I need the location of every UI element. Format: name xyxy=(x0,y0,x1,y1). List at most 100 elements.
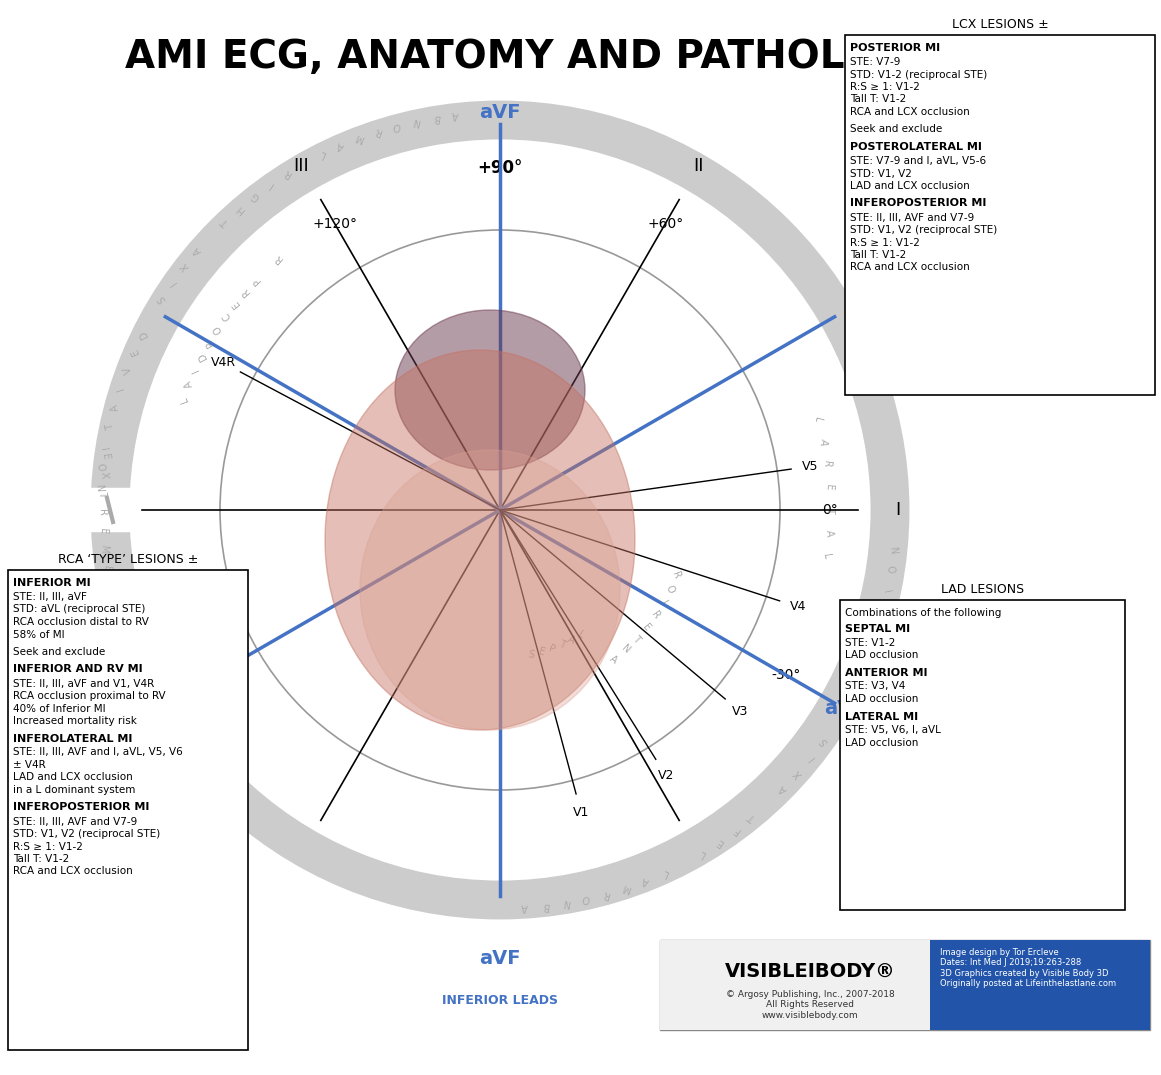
Text: A: A xyxy=(183,379,195,389)
Text: Tall T: V1-2: Tall T: V1-2 xyxy=(13,854,70,864)
Text: LAD occlusion: LAD occlusion xyxy=(845,739,918,748)
Text: V4: V4 xyxy=(791,601,807,614)
Text: R: R xyxy=(821,460,832,469)
Text: STE: V7-9: STE: V7-9 xyxy=(850,57,901,67)
Text: V: V xyxy=(122,366,134,375)
Text: V: V xyxy=(159,719,171,730)
Text: V: V xyxy=(859,663,871,674)
Text: M: M xyxy=(99,545,109,555)
Bar xyxy=(845,35,1155,395)
Text: Seek and exclude: Seek and exclude xyxy=(13,647,106,657)
Text: E: E xyxy=(98,528,108,534)
Text: +90°: +90° xyxy=(477,159,522,177)
Text: V5: V5 xyxy=(802,460,819,473)
Text: B: B xyxy=(541,900,549,911)
Text: LAD occlusion: LAD occlusion xyxy=(845,650,918,660)
Text: T: T xyxy=(193,763,203,775)
Text: S: S xyxy=(124,654,136,663)
Text: RCA ‘TYPE’ LESIONS ±: RCA ‘TYPE’ LESIONS ± xyxy=(58,553,199,567)
Text: O: O xyxy=(99,462,110,471)
Text: S: S xyxy=(527,649,535,661)
Text: T: T xyxy=(880,605,890,614)
Text: III: III xyxy=(294,157,309,174)
Text: II: II xyxy=(693,157,704,174)
Text: R: R xyxy=(204,338,216,348)
Text: O: O xyxy=(392,119,402,131)
Text: STE: II, III, aVF: STE: II, III, aVF xyxy=(13,592,87,602)
Text: ANTERIOR MI: ANTERIOR MI xyxy=(845,668,928,677)
Text: X: X xyxy=(792,768,805,779)
Text: N: N xyxy=(619,643,632,656)
Ellipse shape xyxy=(395,310,585,470)
Text: T: T xyxy=(557,640,567,650)
Text: A: A xyxy=(180,749,192,760)
Text: STE: II, III, AVF and V7-9: STE: II, III, AVF and V7-9 xyxy=(13,817,137,827)
Text: R:S ≥ 1: V1-2: R:S ≥ 1: V1-2 xyxy=(13,842,82,851)
Text: N: N xyxy=(411,115,420,127)
Text: 58% of MI: 58% of MI xyxy=(13,630,65,640)
Text: D: D xyxy=(139,686,152,698)
Text: V1: V1 xyxy=(574,806,590,819)
Text: LATERAL
LEAD: LATERAL LEAD xyxy=(904,696,962,742)
Text: +120°: +120° xyxy=(312,217,358,231)
Text: LAD and LCX occlusion: LAD and LCX occlusion xyxy=(13,773,132,783)
Text: POSTEROLATERAL MI: POSTEROLATERAL MI xyxy=(850,142,982,152)
Text: L: L xyxy=(812,415,823,424)
Text: P: P xyxy=(251,274,262,286)
Text: L: L xyxy=(576,629,585,641)
Text: RCA and LCX occlusion: RCA and LCX occlusion xyxy=(850,262,969,272)
Text: T: T xyxy=(825,507,835,513)
Text: R: R xyxy=(373,126,383,137)
Text: R:S ≥ 1: V1-2: R:S ≥ 1: V1-2 xyxy=(850,238,920,247)
Text: aVF: aVF xyxy=(479,103,521,121)
Text: O: O xyxy=(888,564,899,573)
Text: I: I xyxy=(190,367,201,374)
Text: aVR: aVR xyxy=(134,700,178,718)
Text: RCA and LCX occlusion: RCA and LCX occlusion xyxy=(850,108,969,117)
Text: STE: II, III, aVF and V1, V4R: STE: II, III, aVF and V1, V4R xyxy=(13,678,154,688)
Text: A: A xyxy=(108,601,120,610)
Text: M: M xyxy=(621,882,632,893)
Text: I: I xyxy=(885,587,895,591)
Text: O: O xyxy=(582,893,591,904)
Ellipse shape xyxy=(360,450,620,730)
Text: RCA occlusion distal to RV: RCA occlusion distal to RV xyxy=(13,617,149,627)
Text: STD: aVL (reciprocal STE): STD: aVL (reciprocal STE) xyxy=(13,604,145,615)
Text: Tall T: V1-2: Tall T: V1-2 xyxy=(850,250,907,260)
Text: D: D xyxy=(196,350,209,362)
Text: E: E xyxy=(824,484,835,490)
Text: X: X xyxy=(99,472,109,479)
Text: R: R xyxy=(282,167,294,180)
Text: F: F xyxy=(731,825,742,835)
Text: A: A xyxy=(824,529,835,536)
Text: N: N xyxy=(890,544,901,553)
Text: I: I xyxy=(102,444,113,449)
Text: INFEROPOSTERIOR MI: INFEROPOSTERIOR MI xyxy=(850,199,987,209)
Text: A: A xyxy=(817,438,828,446)
Text: G: G xyxy=(250,190,261,202)
Text: INFERIOR MI: INFERIOR MI xyxy=(13,578,91,588)
Text: 40% of Inferior MI: 40% of Inferior MI xyxy=(13,703,106,714)
Text: in a L dominant system: in a L dominant system xyxy=(13,785,136,796)
Text: ± V4R: ± V4R xyxy=(13,760,45,770)
Text: INFEROPOSTERIOR MI: INFEROPOSTERIOR MI xyxy=(13,803,150,813)
Text: E: E xyxy=(149,703,160,714)
Text: H: H xyxy=(235,202,246,215)
Text: +60°: +60° xyxy=(647,217,684,231)
Text: LAD occlusion: LAD occlusion xyxy=(845,694,918,704)
Text: R: R xyxy=(649,610,662,621)
Text: A: A xyxy=(336,140,346,152)
Text: R: R xyxy=(273,253,284,264)
Text: A: A xyxy=(520,902,528,913)
Text: O: O xyxy=(217,790,230,802)
Text: M: M xyxy=(353,131,365,144)
Text: LCX LESIONS ±: LCX LESIONS ± xyxy=(952,18,1048,31)
Text: R: R xyxy=(670,570,682,580)
Text: V3: V3 xyxy=(733,705,749,718)
Text: E: E xyxy=(230,298,241,310)
Text: I: I xyxy=(267,180,275,189)
Text: A: A xyxy=(874,625,886,634)
Text: RCA occlusion proximal to RV: RCA occlusion proximal to RV xyxy=(13,691,166,701)
Text: E: E xyxy=(714,836,724,848)
Text: STE: V1-2: STE: V1-2 xyxy=(845,637,895,647)
